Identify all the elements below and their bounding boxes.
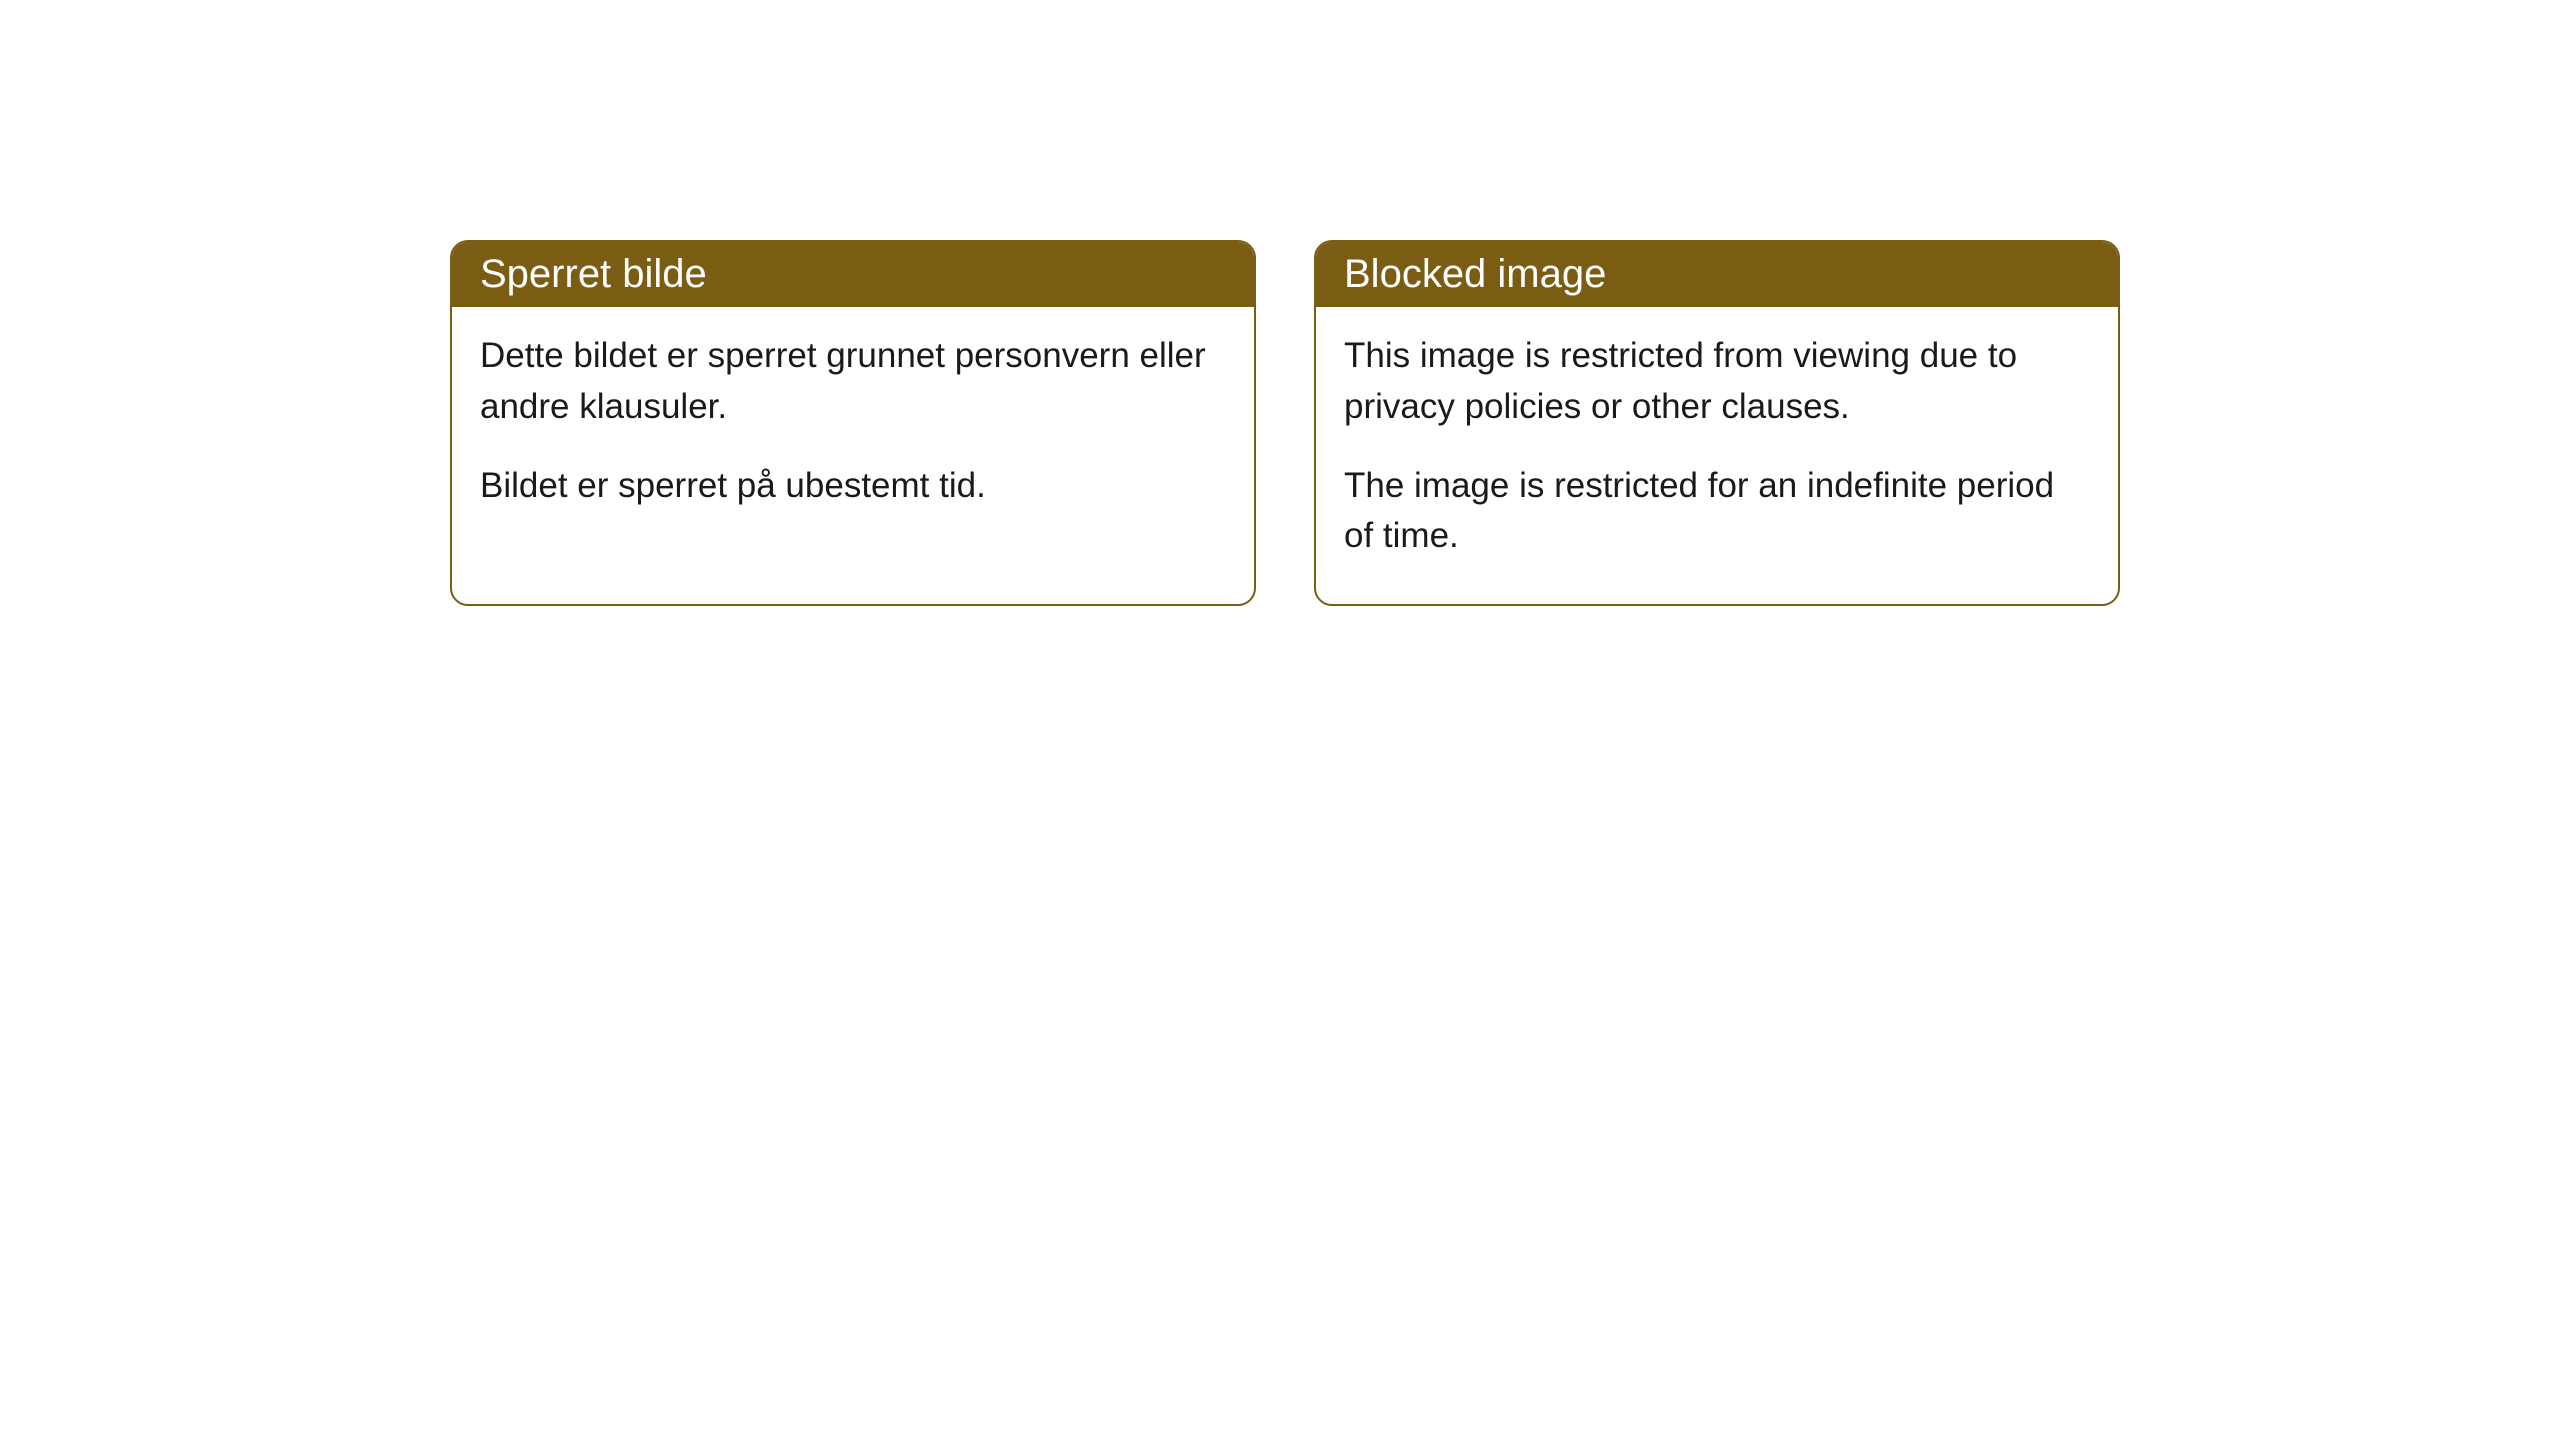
card-paragraph: The image is restricted for an indefinit… [1344,461,2090,563]
cards-container: Sperret bilde Dette bildet er sperret gr… [450,240,2560,606]
card-header: Sperret bilde [452,242,1254,307]
card-paragraph: Dette bildet er sperret grunnet personve… [480,331,1226,433]
card-title: Blocked image [1344,252,1606,296]
card-header: Blocked image [1316,242,2118,307]
blocked-image-card-english: Blocked image This image is restricted f… [1314,240,2120,606]
card-body: This image is restricted from viewing du… [1316,307,2118,604]
card-paragraph: Bildet er sperret på ubestemt tid. [480,461,1226,512]
card-body: Dette bildet er sperret grunnet personve… [452,307,1254,553]
blocked-image-card-norwegian: Sperret bilde Dette bildet er sperret gr… [450,240,1256,606]
card-title: Sperret bilde [480,252,707,296]
card-paragraph: This image is restricted from viewing du… [1344,331,2090,433]
